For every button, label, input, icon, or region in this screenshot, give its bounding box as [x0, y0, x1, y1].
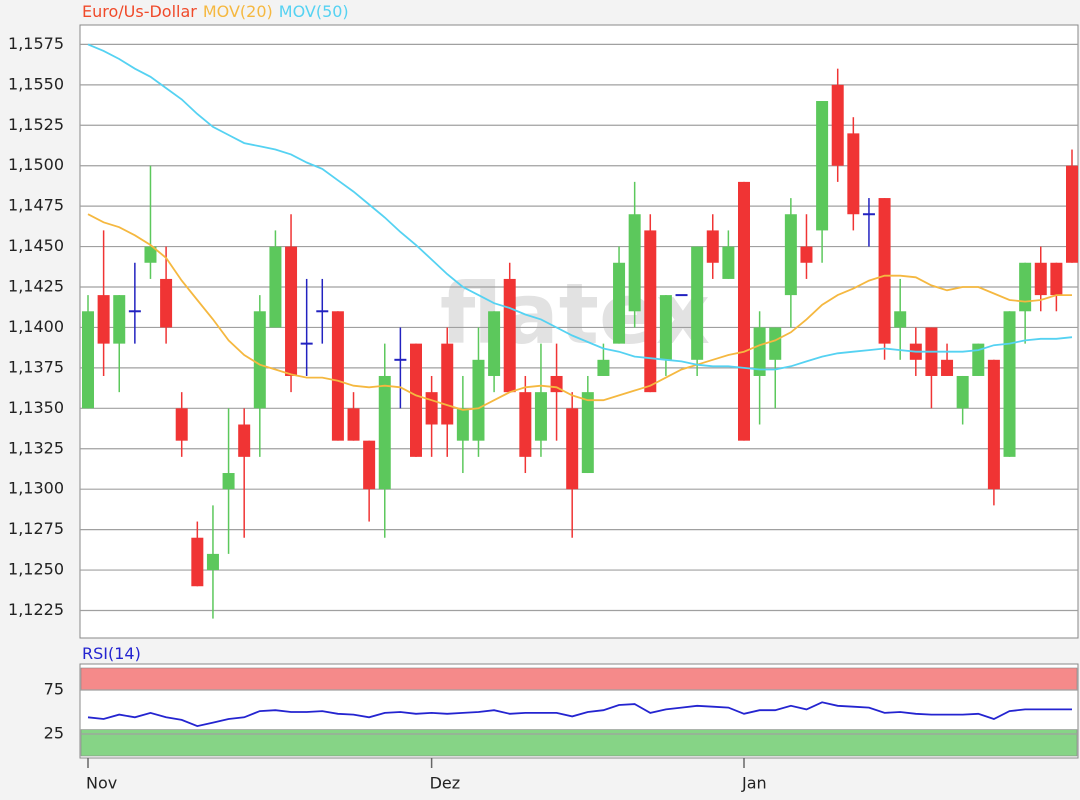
- candle-body: [894, 311, 907, 328]
- candle-body: [1034, 262, 1047, 296]
- y-tick-label: 1,1400: [8, 317, 64, 336]
- candle-body: [972, 343, 985, 376]
- candle-body: [503, 278, 516, 393]
- x-tick-label: Jan: [741, 774, 767, 793]
- y-tick-label: 1,1325: [8, 438, 64, 457]
- candle-body: [706, 230, 719, 263]
- candle-body: [738, 181, 750, 441]
- main-plot-area: [79, 24, 1079, 639]
- legend-entry: MOV(20): [202, 2, 273, 21]
- y-tick-label: 1,1425: [8, 277, 64, 296]
- candle-body: [722, 246, 735, 279]
- x-tick-label: Nov: [86, 774, 117, 793]
- candle-body: [175, 408, 188, 441]
- candle-body: [628, 214, 641, 312]
- candle-body: [441, 343, 454, 425]
- candle-body: [472, 359, 485, 441]
- candle-body: [597, 359, 610, 376]
- candle-body: [410, 343, 422, 457]
- candle-body: [956, 375, 969, 409]
- candle-body: [753, 327, 766, 376]
- candle-body: [769, 327, 782, 360]
- legend: Euro/Us-Dollar MOV(20) MOV(50): [82, 2, 355, 21]
- y-tick-label: 1,1575: [8, 34, 64, 53]
- candle-body: [160, 278, 173, 328]
- candle-body: [82, 311, 94, 409]
- y-tick-label: 1,1225: [8, 600, 64, 619]
- candle-body: [331, 311, 344, 441]
- candle-body: [847, 133, 860, 215]
- candle-body: [613, 262, 626, 344]
- candle-body: [878, 198, 891, 344]
- candle-body: [1003, 311, 1016, 457]
- candle-body: [691, 246, 704, 360]
- y-tick-label: 1,1350: [8, 398, 64, 417]
- legend-entry: MOV(50): [278, 2, 349, 21]
- candle-body: [566, 408, 579, 490]
- series-line: [87, 701, 1072, 728]
- x-tick-label: Dez: [430, 774, 461, 793]
- y-tick-label: 1,1450: [8, 236, 64, 255]
- legend-entry: RSI(14): [82, 644, 141, 663]
- candle-body: [519, 392, 532, 457]
- candle-body: [238, 424, 251, 457]
- candle-body: [534, 392, 547, 441]
- candle-body: [222, 473, 235, 490]
- y-tick-label: 1,1250: [8, 560, 64, 579]
- candle-body: [1019, 262, 1032, 312]
- candle-body: [191, 537, 204, 587]
- candle-body: [488, 311, 501, 376]
- candle-body: [581, 392, 594, 474]
- legend-entry: Euro/Us-Dollar: [82, 2, 197, 21]
- candle-body: [659, 295, 672, 360]
- candle-body: [644, 230, 657, 393]
- candle-body: [987, 359, 1000, 490]
- y-tick-label: 1,1375: [8, 357, 64, 376]
- candle-body: [831, 84, 844, 166]
- y-tick-label: 75: [44, 680, 64, 699]
- y-tick-label: 25: [44, 724, 64, 743]
- rsi-zone: [80, 667, 1078, 691]
- y-tick-label: 1,1525: [8, 115, 64, 134]
- candle-body: [378, 375, 391, 490]
- candle-body: [425, 392, 438, 425]
- rsi-legend: RSI(14): [82, 644, 147, 663]
- candle-body: [144, 246, 157, 263]
- y-tick-label: 1,1475: [8, 196, 64, 215]
- candle-body: [285, 246, 298, 376]
- candle-body: [206, 553, 219, 571]
- candle-body: [1066, 165, 1078, 263]
- series-line: [87, 213, 1072, 411]
- candle-body: [97, 295, 110, 344]
- y-tick-label: 1,1275: [8, 519, 64, 538]
- y-tick-label: 1,1500: [8, 155, 64, 174]
- candle-body: [363, 440, 376, 490]
- candle-body: [784, 214, 797, 296]
- series-line: [87, 43, 1073, 371]
- candle-body: [113, 295, 126, 344]
- candle-body: [800, 246, 813, 263]
- candle-body: [816, 101, 829, 231]
- y-tick-label: 1,1550: [8, 74, 64, 93]
- candle-body: [347, 408, 360, 441]
- candle-body: [253, 311, 266, 409]
- y-tick-label: 1,1300: [8, 479, 64, 498]
- candle-body: [456, 408, 469, 441]
- candle-body: [269, 246, 282, 328]
- candle-body: [941, 359, 954, 376]
- candle-body: [1050, 262, 1063, 296]
